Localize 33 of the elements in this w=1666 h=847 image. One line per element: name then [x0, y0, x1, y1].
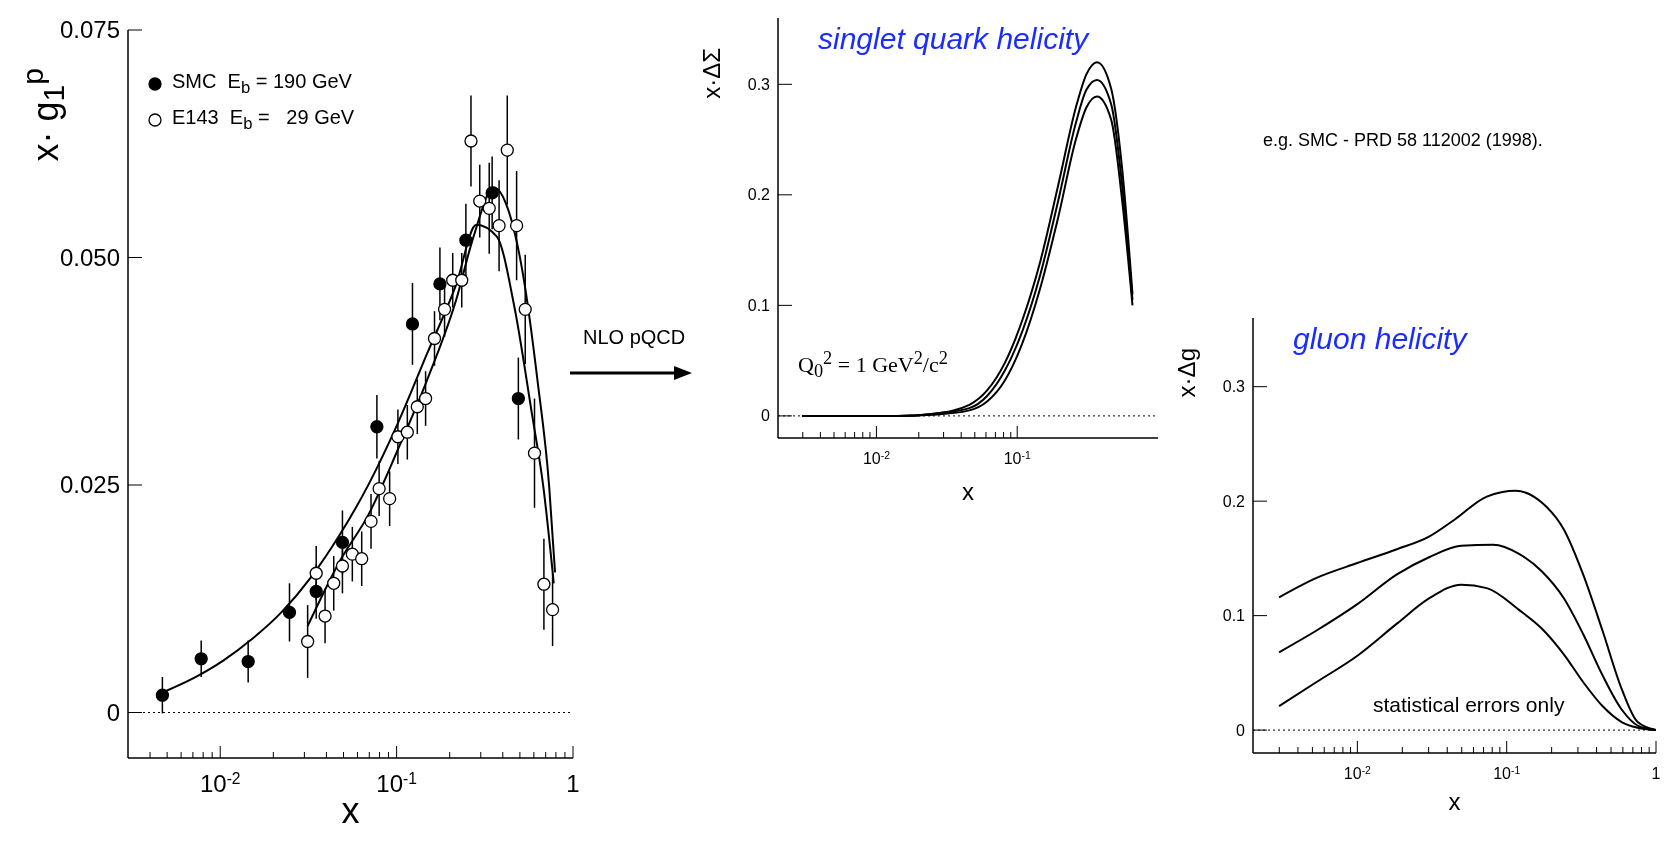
y-tick-label: 0.2 [1222, 492, 1246, 510]
x-tick-label: 1 [1651, 765, 1661, 782]
y-tick-label: 0.2 [747, 186, 771, 204]
y-tick-label: 0.3 [747, 75, 771, 93]
x-tick-label: 10$^{-2}$ [862, 449, 891, 467]
text: e.g. SMC - PRD 58 112002 (1998). [1263, 130, 1543, 150]
y-tick-label: 0.025 [59, 471, 120, 499]
annotation: Q$_{0}$$^{2}$ = 1 GeV$^{2}$/c$^{2}$ [798, 348, 948, 382]
y-tick-label: 0.1 [1222, 607, 1246, 625]
x-tick-label: 10$^{-2}$ [1343, 764, 1372, 782]
y-tick-label: 0.3 [1222, 378, 1246, 396]
y-tick-label: 0 [106, 698, 120, 726]
legend-label: SMC E$_{b}$ = 190 GeV [172, 70, 352, 98]
y-axis-title: x·Δg [1173, 348, 1200, 398]
legend-label: E143 E$_{b}$ = 29 GeV [172, 106, 355, 134]
y-tick-label: 0.1 [747, 296, 771, 314]
y-tick-label: 0 [761, 407, 771, 425]
y-tick-label: 0 [1236, 721, 1246, 739]
y-tick-label: 0.050 [59, 243, 120, 271]
x-tick-label: 10$^{-1}$ [1003, 449, 1031, 467]
text: NLO pQCD [583, 326, 686, 348]
x-tick-label: 10$^{-1}$ [376, 769, 417, 797]
x-axis-title: x [1448, 788, 1461, 815]
y-tick-label: 0.075 [59, 16, 120, 44]
chart-title: gluon helicity [1293, 322, 1467, 355]
annotation: statistical errors only [1373, 693, 1565, 716]
y-axis-title: x·ΔΣ [698, 48, 725, 99]
x-axis-title: x [341, 790, 360, 831]
x-axis-title: x [962, 478, 974, 505]
x-tick-label: 1 [566, 770, 580, 797]
x-tick-label: 10$^{-1}$ [1493, 764, 1521, 782]
chart-title: singlet quark helicity [818, 22, 1089, 55]
x-tick-label: 10$^{-2}$ [199, 769, 241, 797]
